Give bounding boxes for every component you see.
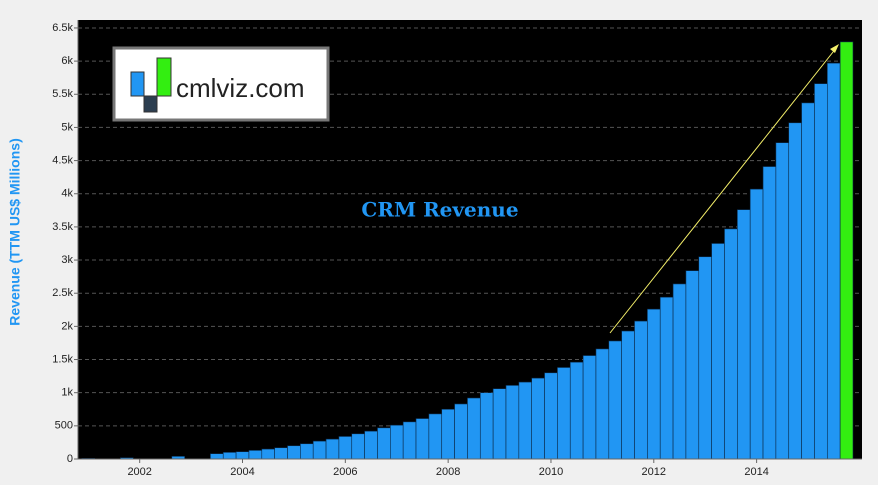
bar bbox=[300, 443, 314, 460]
bar bbox=[351, 433, 365, 460]
bar bbox=[839, 41, 854, 460]
bar bbox=[698, 256, 712, 460]
bar bbox=[222, 452, 237, 460]
bar bbox=[261, 448, 275, 460]
bar bbox=[801, 102, 815, 460]
y-tick-label: 4.5k bbox=[52, 154, 73, 166]
bar bbox=[402, 421, 417, 460]
x-tick-label: 2002 bbox=[127, 466, 151, 478]
bar bbox=[287, 445, 301, 460]
y-tick-label: 6.5k bbox=[52, 22, 73, 34]
bar bbox=[544, 372, 558, 460]
bars bbox=[81, 41, 854, 460]
y-tick-label: 3k bbox=[61, 254, 73, 266]
chart-title: CRM Revenue bbox=[361, 198, 518, 222]
bar bbox=[775, 142, 790, 460]
bar bbox=[788, 122, 802, 460]
bar bbox=[492, 388, 507, 460]
bar bbox=[390, 424, 404, 460]
x-tick-label: 2004 bbox=[230, 466, 254, 478]
bar bbox=[274, 447, 288, 460]
bar bbox=[826, 62, 841, 460]
bar bbox=[235, 451, 250, 460]
bar bbox=[672, 283, 687, 460]
y-tick-label: 2k bbox=[61, 320, 73, 332]
x-tick-label: 2014 bbox=[744, 466, 768, 478]
bar bbox=[467, 397, 481, 460]
bar bbox=[724, 228, 738, 460]
bar bbox=[454, 403, 468, 460]
bar bbox=[312, 440, 327, 460]
bar bbox=[621, 330, 635, 460]
bar bbox=[248, 450, 263, 460]
bar bbox=[428, 413, 443, 460]
bar bbox=[737, 209, 751, 460]
bar bbox=[479, 392, 494, 460]
bar bbox=[814, 83, 828, 460]
bar bbox=[210, 453, 224, 460]
y-tick-label: 500 bbox=[55, 420, 73, 432]
bar bbox=[762, 166, 777, 460]
bar bbox=[505, 385, 520, 460]
y-tick-label: 5.5k bbox=[52, 88, 73, 100]
bar bbox=[711, 243, 725, 460]
y-tick-label: 3.5k bbox=[52, 221, 73, 233]
bar bbox=[557, 367, 571, 460]
bar bbox=[595, 348, 610, 460]
bar bbox=[518, 381, 532, 460]
bar bbox=[659, 296, 674, 460]
bar bbox=[338, 436, 353, 460]
bar bbox=[415, 418, 430, 460]
y-tick-label: 2.5k bbox=[52, 287, 73, 299]
y-tick-label: 6k bbox=[61, 55, 73, 67]
bar bbox=[685, 270, 700, 460]
watermark-text: cmlviz.com bbox=[176, 73, 305, 103]
bar bbox=[608, 340, 622, 460]
y-tick-label: 0 bbox=[67, 453, 73, 465]
x-tick-label: 2012 bbox=[642, 466, 666, 478]
bar bbox=[325, 438, 340, 460]
y-tick-label: 4k bbox=[61, 188, 73, 200]
bar bbox=[749, 188, 764, 460]
bar bbox=[441, 408, 455, 460]
logo-block bbox=[143, 95, 158, 113]
bar bbox=[377, 427, 391, 460]
bar bbox=[634, 320, 648, 460]
arrow-head bbox=[830, 44, 839, 53]
logo-block bbox=[130, 71, 145, 97]
bar bbox=[364, 430, 378, 460]
y-tick-label: 1k bbox=[61, 387, 73, 399]
x-tick-label: 2006 bbox=[333, 466, 357, 478]
trend-arrow bbox=[609, 46, 838, 334]
y-axis-label: Revenue (TTM US$ Millions) bbox=[7, 138, 23, 325]
x-tick-label: 2008 bbox=[436, 466, 460, 478]
y-tick-label: 1.5k bbox=[52, 353, 73, 365]
bar bbox=[569, 361, 584, 460]
y-tick-label: 5k bbox=[61, 121, 73, 133]
x-tick-label: 2010 bbox=[539, 466, 563, 478]
bar bbox=[582, 355, 597, 460]
watermark-box: cmlviz.com bbox=[112, 46, 330, 122]
bar bbox=[531, 377, 545, 460]
bar bbox=[647, 308, 661, 460]
logo-block bbox=[156, 57, 172, 97]
